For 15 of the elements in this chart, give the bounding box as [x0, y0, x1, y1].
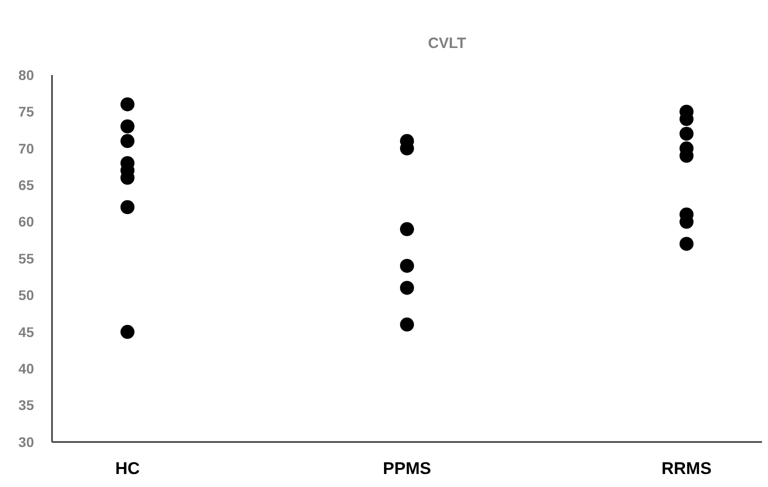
x-tick-label: PPMS — [382, 459, 432, 478]
y-tick-label: 65 — [18, 177, 34, 193]
x-tick-label: HC — [115, 459, 140, 478]
chart-title: CVLT — [428, 35, 466, 52]
y-tick-label: 80 — [18, 66, 34, 83]
y-tick-label: 45 — [18, 324, 34, 340]
y-tick-label: 40 — [18, 360, 34, 376]
x-tick-label: RRMS — [661, 459, 712, 478]
y-tick-label: 35 — [18, 397, 34, 414]
y-tick-label: 70 — [18, 140, 34, 156]
y-tick-label: 60 — [18, 214, 34, 230]
y-tick-label: 30 — [18, 434, 34, 450]
y-tick-label: 50 — [18, 287, 34, 304]
y-tick-label: 55 — [18, 250, 34, 266]
y-tick-label: 75 — [18, 104, 34, 120]
